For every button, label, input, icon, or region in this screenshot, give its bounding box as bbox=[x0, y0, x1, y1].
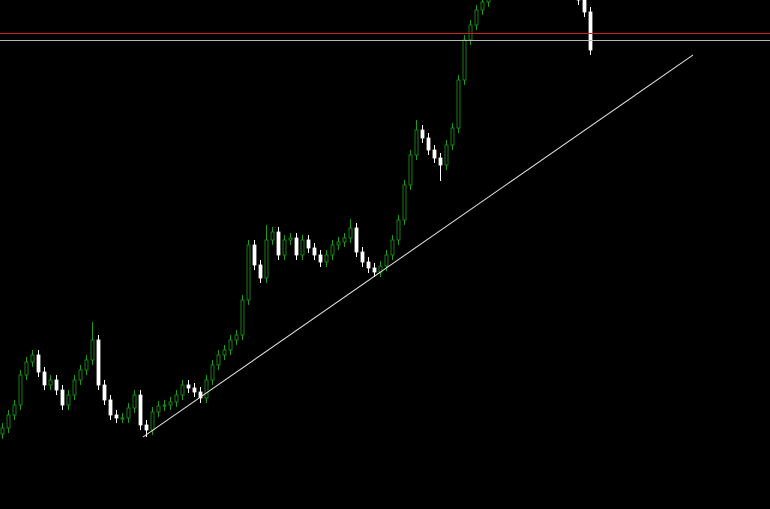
candle-body bbox=[348, 227, 353, 239]
candle-body bbox=[444, 144, 449, 166]
candle-body bbox=[258, 264, 263, 279]
candle-body bbox=[222, 349, 227, 356]
candle-body bbox=[198, 391, 203, 399]
trend-line bbox=[142, 54, 694, 438]
candle-body bbox=[204, 379, 209, 399]
candle-body bbox=[408, 154, 413, 186]
candle-body bbox=[120, 417, 125, 420]
candle-body bbox=[18, 374, 23, 406]
candle-body bbox=[180, 384, 185, 396]
candle-body bbox=[330, 244, 335, 256]
candle-body bbox=[270, 231, 275, 241]
candle-body bbox=[228, 339, 233, 351]
candle-body bbox=[456, 79, 461, 129]
candle-body bbox=[96, 339, 101, 386]
candle-body bbox=[402, 184, 407, 221]
candle-body bbox=[294, 237, 299, 256]
candle-body bbox=[48, 379, 53, 386]
candle-body bbox=[6, 414, 11, 429]
candle-body bbox=[450, 127, 455, 146]
candle-body bbox=[72, 379, 77, 396]
candle-body bbox=[90, 339, 95, 361]
candle-body bbox=[432, 149, 437, 159]
candle-body bbox=[300, 239, 305, 256]
candle-body bbox=[390, 239, 395, 256]
candle-body bbox=[246, 244, 251, 301]
candle-body bbox=[366, 261, 371, 269]
candles bbox=[0, 0, 593, 439]
candle-body bbox=[306, 239, 311, 249]
candle-body bbox=[0, 427, 5, 435]
candle-body bbox=[186, 384, 191, 389]
candle-body bbox=[240, 299, 245, 336]
candle-body bbox=[132, 394, 137, 409]
candle-body bbox=[288, 237, 293, 241]
candle-body bbox=[324, 254, 329, 263]
candle-body bbox=[192, 387, 197, 393]
candle-body bbox=[54, 379, 59, 391]
candle-body bbox=[342, 237, 347, 243]
candle-body bbox=[168, 401, 173, 406]
candle-body bbox=[156, 405, 161, 413]
candle-body bbox=[360, 251, 365, 263]
candle-body bbox=[372, 267, 377, 273]
candle-body bbox=[396, 219, 401, 241]
candle-body bbox=[438, 157, 443, 166]
candle-body bbox=[84, 359, 89, 371]
candle-body bbox=[216, 354, 221, 366]
candle-body bbox=[102, 384, 107, 401]
candle-body bbox=[162, 404, 167, 407]
candle-body bbox=[354, 227, 359, 253]
candle-body bbox=[318, 254, 323, 263]
candle-body bbox=[138, 394, 143, 426]
candle-body bbox=[468, 24, 473, 41]
candle-body bbox=[426, 137, 431, 151]
candle-body bbox=[108, 399, 113, 416]
candle-body bbox=[174, 394, 179, 403]
candle-body bbox=[24, 361, 29, 376]
candle-body bbox=[210, 364, 215, 381]
candle-body bbox=[276, 231, 281, 256]
candle-body bbox=[414, 129, 419, 156]
candle-body bbox=[462, 39, 467, 81]
candle-body bbox=[588, 11, 593, 51]
candle-body bbox=[36, 354, 41, 373]
candle-body bbox=[12, 404, 17, 416]
candle-body bbox=[30, 354, 35, 363]
candle-body bbox=[252, 244, 257, 266]
candle-body bbox=[384, 254, 389, 267]
candle-body bbox=[282, 239, 287, 256]
candle-body bbox=[126, 407, 131, 419]
candle-body bbox=[474, 9, 479, 26]
candle-body bbox=[78, 369, 83, 381]
candle-body bbox=[42, 371, 47, 386]
candle-body bbox=[312, 247, 317, 256]
candle-body bbox=[420, 129, 425, 139]
candle-body bbox=[264, 239, 269, 279]
candle-body bbox=[582, 0, 587, 13]
candle-body bbox=[114, 414, 119, 419]
candle-body bbox=[150, 411, 155, 431]
candle-body bbox=[234, 334, 239, 341]
candle-body bbox=[60, 389, 65, 406]
candle-body bbox=[486, 0, 491, 3]
candle-body bbox=[144, 424, 149, 431]
candle-body bbox=[66, 394, 71, 406]
candle-body bbox=[480, 1, 485, 11]
candle-body bbox=[336, 241, 341, 246]
